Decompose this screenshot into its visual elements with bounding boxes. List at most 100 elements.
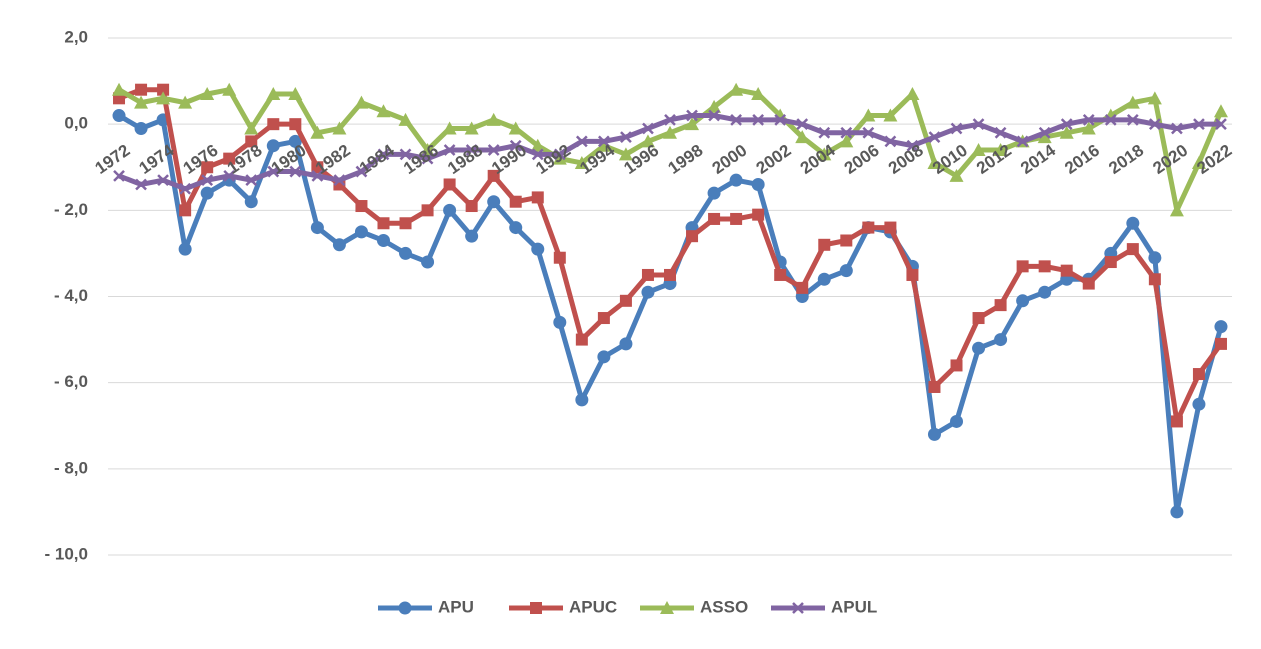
data-point bbox=[1169, 203, 1184, 217]
x-tick-label: 1976 bbox=[180, 141, 222, 178]
data-point bbox=[640, 134, 655, 148]
data-point bbox=[1192, 368, 1205, 381]
data-point bbox=[641, 268, 654, 281]
data-point bbox=[905, 87, 920, 101]
data-point bbox=[553, 315, 567, 329]
data-point bbox=[927, 427, 941, 441]
x-tick-label: 1994 bbox=[576, 140, 618, 178]
data-point bbox=[267, 165, 280, 178]
data-point bbox=[354, 95, 369, 109]
data-point bbox=[179, 204, 192, 217]
data-point bbox=[1215, 118, 1227, 131]
data-point bbox=[574, 155, 589, 169]
x-tick-label: 1982 bbox=[312, 141, 354, 178]
data-point bbox=[664, 113, 676, 126]
series-line bbox=[118, 87, 1223, 424]
y-tick-label: - 4,0 bbox=[54, 286, 88, 305]
data-point bbox=[156, 91, 171, 105]
data-point bbox=[135, 83, 148, 96]
data-point bbox=[222, 82, 237, 96]
data-point bbox=[376, 233, 390, 247]
x-tick-label: 1972 bbox=[91, 141, 133, 178]
x-tick-label: 1988 bbox=[444, 141, 486, 178]
data-point bbox=[927, 155, 942, 169]
data-point bbox=[332, 121, 347, 135]
data-point bbox=[245, 174, 258, 187]
data-point bbox=[596, 138, 611, 152]
data-point bbox=[553, 251, 566, 264]
y-tick-label: - 2,0 bbox=[54, 200, 88, 219]
data-point bbox=[553, 148, 566, 161]
data-point bbox=[1214, 320, 1228, 334]
data-point bbox=[112, 82, 127, 96]
data-point bbox=[223, 169, 236, 182]
data-point bbox=[112, 109, 126, 123]
data-point bbox=[113, 169, 125, 182]
data-point bbox=[840, 126, 853, 139]
data-point bbox=[729, 82, 744, 96]
data-point bbox=[972, 118, 985, 131]
data-point bbox=[421, 204, 434, 217]
data-point bbox=[1148, 251, 1162, 265]
data-point bbox=[796, 118, 809, 131]
data-point bbox=[1082, 113, 1095, 126]
data-point bbox=[465, 229, 479, 243]
data-point bbox=[971, 143, 986, 157]
data-point bbox=[774, 268, 787, 281]
data-point bbox=[950, 414, 964, 428]
data-point bbox=[686, 109, 698, 122]
data-point bbox=[1171, 122, 1183, 135]
data-point bbox=[399, 148, 412, 161]
data-point bbox=[531, 191, 544, 204]
data-point bbox=[818, 126, 831, 139]
legend-marker bbox=[660, 601, 674, 614]
x-tick-label: 2016 bbox=[1061, 141, 1103, 178]
x-tick-label: 2018 bbox=[1105, 141, 1147, 178]
data-point bbox=[531, 242, 545, 256]
data-point bbox=[928, 380, 941, 393]
data-point bbox=[1038, 285, 1052, 299]
grid: 2,0 0,0 - 2,0 - 4,0 - 6,0 - 8,0 - 10,0 bbox=[45, 27, 1232, 563]
data-point bbox=[266, 87, 281, 101]
data-point bbox=[509, 139, 522, 152]
data-point bbox=[664, 268, 676, 281]
data-point bbox=[861, 108, 876, 122]
data-point bbox=[708, 212, 721, 225]
data-point bbox=[200, 87, 215, 101]
legend-label: APU bbox=[438, 597, 474, 616]
data-point bbox=[310, 125, 325, 139]
data-point bbox=[1060, 264, 1073, 277]
data-point bbox=[752, 208, 765, 221]
data-point bbox=[288, 134, 302, 148]
data-point bbox=[134, 95, 149, 109]
data-point bbox=[509, 221, 523, 235]
data-point bbox=[1214, 337, 1227, 350]
data-point bbox=[487, 195, 501, 209]
data-point bbox=[377, 148, 390, 161]
data-point bbox=[862, 126, 875, 139]
data-point bbox=[420, 143, 435, 157]
data-point bbox=[1016, 294, 1030, 308]
data-point bbox=[332, 238, 346, 252]
data-point bbox=[1016, 135, 1029, 148]
legend: APU APUC ASSO APUL bbox=[378, 597, 877, 616]
data-point bbox=[201, 174, 214, 187]
data-point bbox=[994, 333, 1008, 347]
data-point bbox=[1037, 130, 1052, 144]
data-point bbox=[1081, 121, 1096, 135]
data-point bbox=[398, 112, 413, 126]
data-point bbox=[685, 117, 700, 131]
data-point bbox=[620, 131, 632, 143]
data-point bbox=[1170, 505, 1184, 519]
data-point bbox=[708, 109, 720, 122]
data-point bbox=[949, 168, 964, 182]
data-point bbox=[157, 174, 169, 187]
data-point bbox=[244, 195, 258, 209]
data-point bbox=[178, 95, 193, 109]
data-point bbox=[950, 122, 963, 135]
data-point bbox=[311, 169, 324, 182]
data-point bbox=[950, 359, 963, 372]
data-point bbox=[399, 217, 412, 230]
data-point bbox=[509, 195, 522, 208]
data-point bbox=[200, 186, 214, 200]
